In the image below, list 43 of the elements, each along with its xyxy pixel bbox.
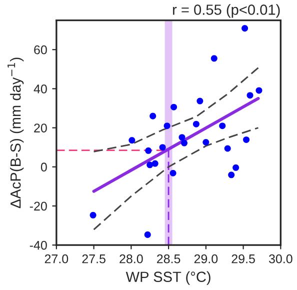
point [202,138,210,146]
point [170,104,178,110]
point [232,164,240,171]
point [210,55,218,62]
y-axis-title: ΔAcP(B-S) (mm day$^{−1}$) [8,58,24,208]
x-tick-label: 27.5 [82,254,106,264]
chart-title: r = 0.55 (p<0.01) [173,4,280,18]
point [246,92,254,99]
point [146,162,154,168]
x-tick-label: 27.0 [44,254,68,264]
point [150,112,156,120]
point [219,122,226,130]
point [196,98,204,104]
point [128,137,136,144]
x-tick-label: 30.0 [268,254,292,264]
y-tick-label: 20 [34,124,47,132]
y-tick-label: 60 [34,45,47,54]
point [243,136,250,143]
y-tick-label: 40 [34,84,47,94]
point [180,140,188,146]
x-tick-label: 28.5 [157,254,180,264]
point [90,212,96,218]
point [242,25,248,32]
point [256,87,262,94]
point [159,144,166,151]
line-series [93,67,260,152]
y-tick-label: 0 [40,162,47,172]
line-series [93,127,260,230]
point [145,147,152,154]
point [178,134,186,141]
x-tick-label: 28.0 [120,254,143,264]
point [152,160,158,167]
point [224,145,231,152]
y-tick-label: -20 [30,202,47,211]
point [192,120,200,128]
y-tick-label: -40 [30,240,47,250]
x-tick-label: 29.5 [232,254,255,264]
point [228,172,235,178]
point [144,231,151,238]
point [170,170,176,176]
x-tick-label: 29.0 [194,254,218,264]
x-axis-title: WP SST (°C) [126,271,210,285]
point [164,122,170,130]
